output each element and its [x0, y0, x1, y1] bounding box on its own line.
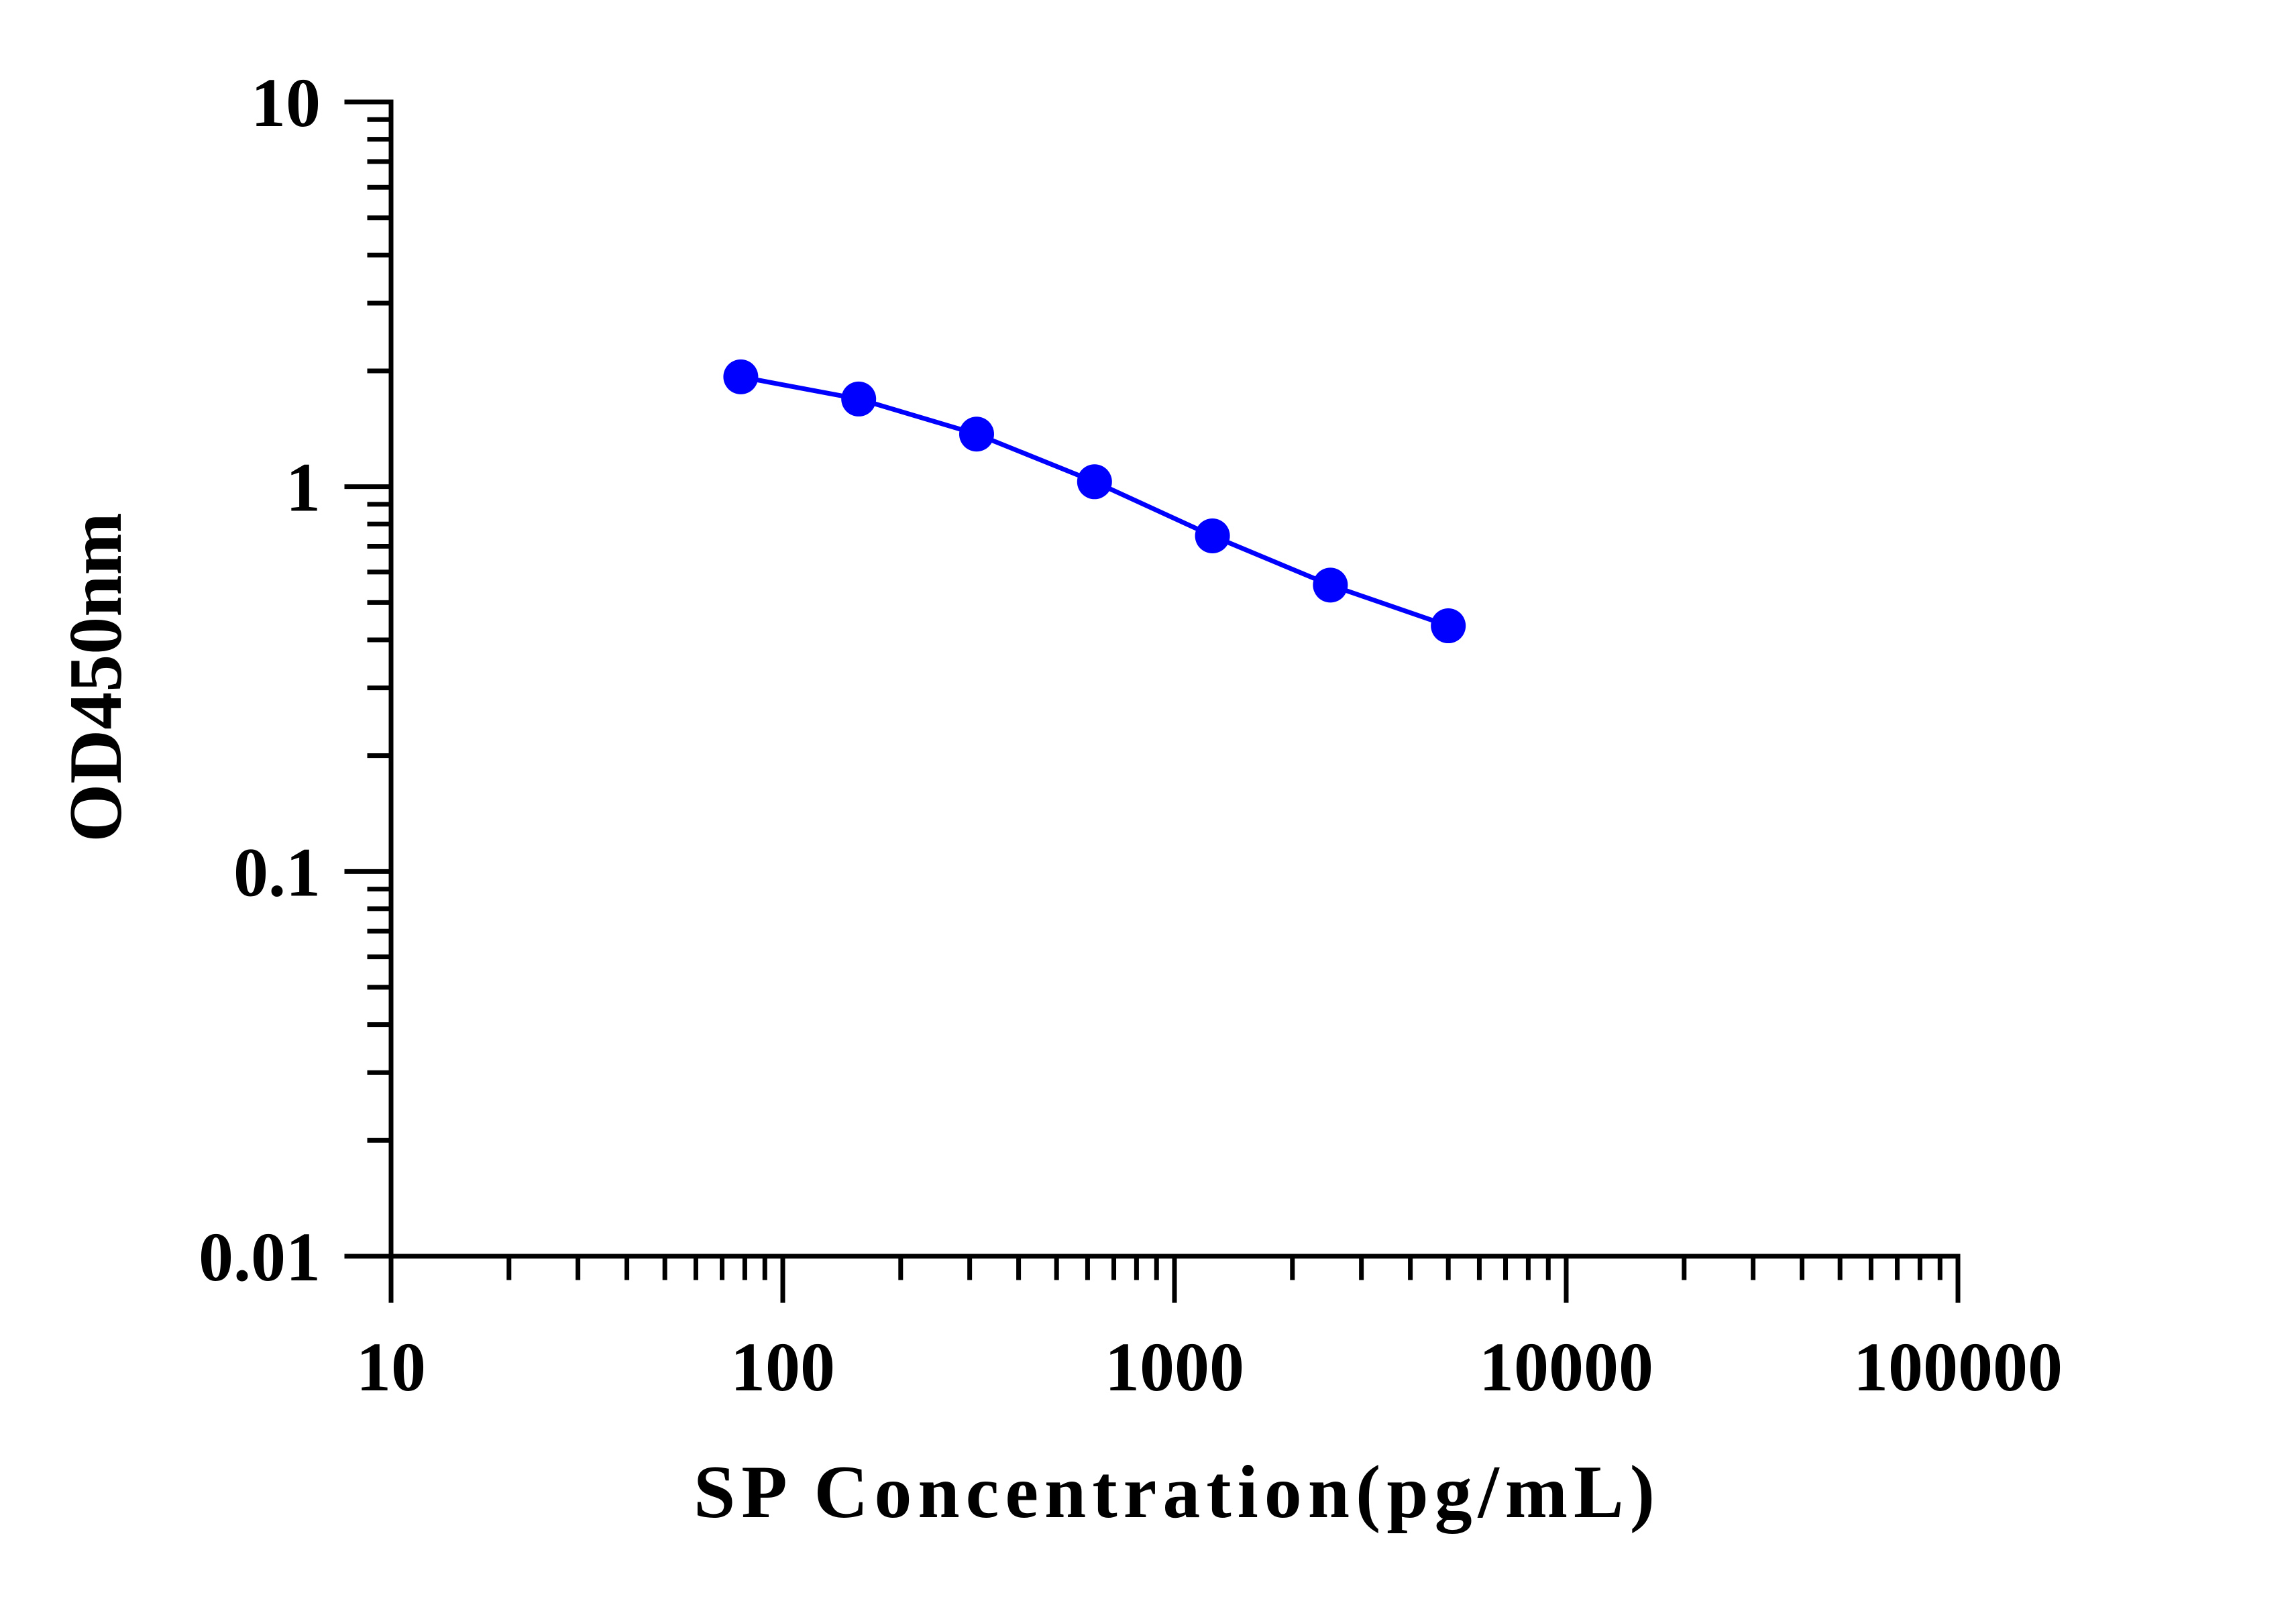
data-point: [1431, 608, 1466, 644]
data-point: [841, 381, 877, 417]
y-tick-label: 10: [251, 64, 321, 142]
x-tick-label: 10: [356, 1329, 426, 1406]
data-point: [1077, 464, 1112, 500]
x-tick-label: 100000: [1853, 1329, 2063, 1406]
x-tick-label: 100: [730, 1329, 835, 1406]
axes: 0.01 0.1 1 10 10 100 1000 10000 100000: [199, 64, 2063, 1406]
y-tick-label: 0.1: [233, 834, 321, 911]
data-point: [1313, 567, 1348, 603]
series-layer: [723, 359, 1466, 644]
data-point: [959, 417, 994, 452]
y-tick-label: 0.01: [199, 1219, 321, 1296]
x-tick-label: 10000: [1479, 1329, 1653, 1406]
data-point: [1195, 518, 1230, 554]
y-axis-title: OD450nm: [54, 512, 138, 842]
x-tick-label: 1000: [1105, 1329, 1244, 1406]
data-point: [723, 359, 759, 394]
y-tick-label: 1: [286, 449, 321, 527]
x-axis-title: SP Concentration(pg/mL): [694, 1451, 1661, 1534]
